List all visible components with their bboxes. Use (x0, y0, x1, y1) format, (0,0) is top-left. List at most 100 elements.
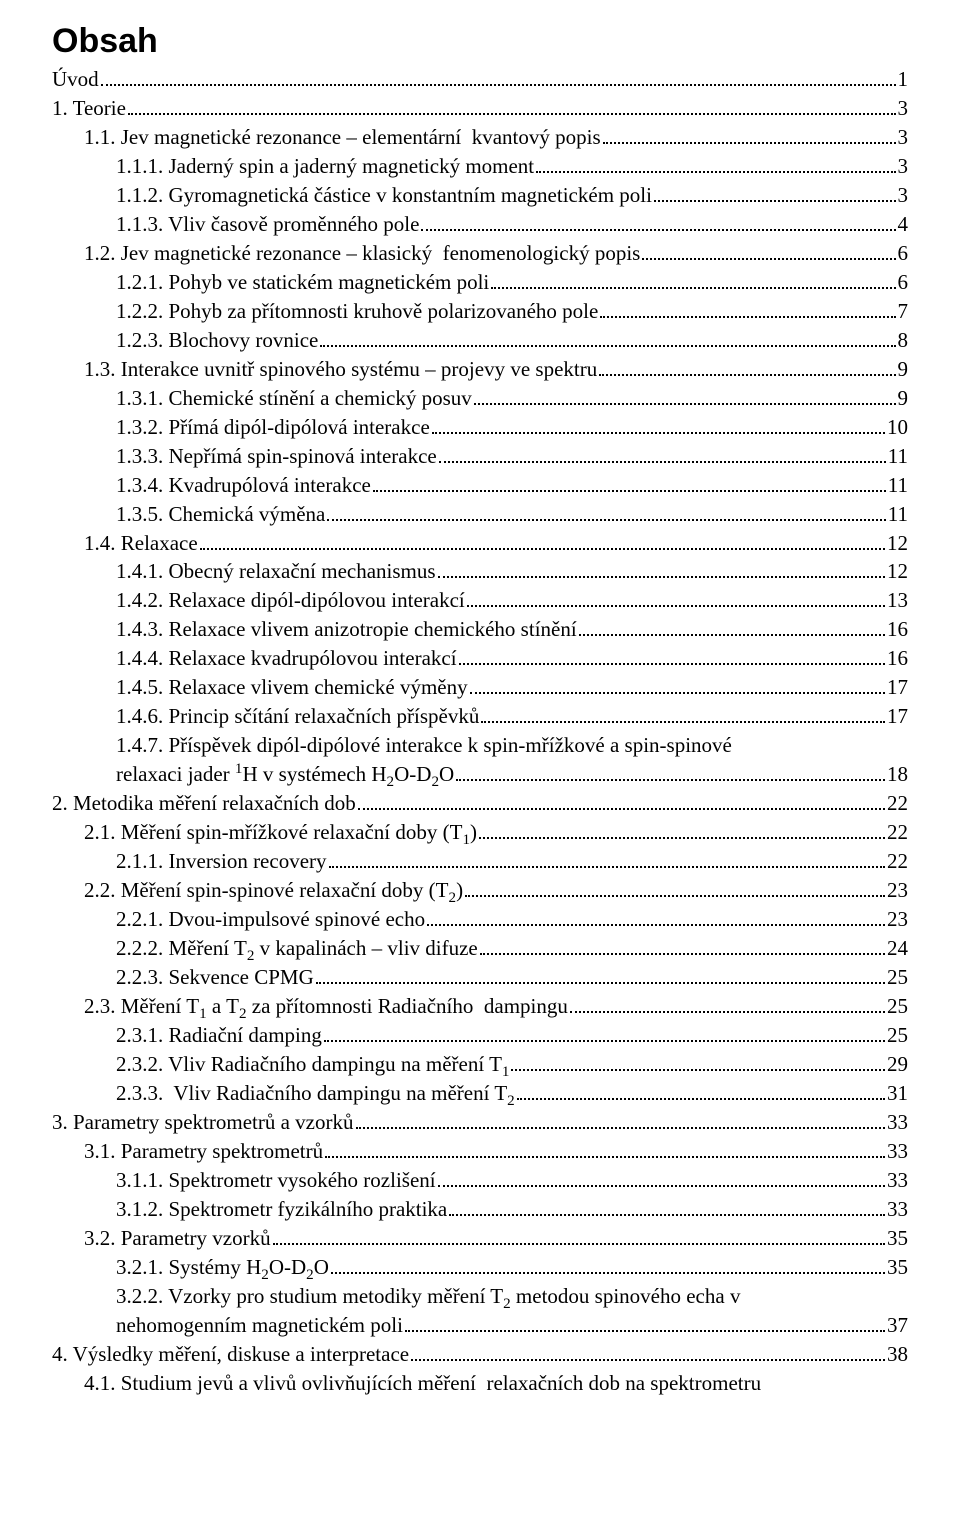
toc-page-number: 38 (887, 1340, 908, 1369)
toc-page-number: 35 (887, 1253, 908, 1282)
toc-page-number: 16 (887, 615, 908, 644)
toc-page-number: 11 (888, 471, 908, 500)
toc-entry: 1.3.5. Chemická výměna11 (52, 500, 908, 529)
toc-leader (411, 1343, 885, 1361)
toc-leader (479, 821, 885, 839)
toc-label: 1.3.1. Chemické stínění a chemický posuv (116, 384, 472, 413)
toc-leader (438, 1169, 885, 1187)
toc-entry: 2.2.1. Dvou-impulsové spinové echo23 (52, 905, 908, 934)
toc-entry: 1.3.4. Kvadrupólová interakce 11 (52, 471, 908, 500)
toc-entry: 1.3.1. Chemické stínění a chemický posuv… (52, 384, 908, 413)
toc-entry: 3.2.2. Vzorky pro studium metodiky měřen… (52, 1282, 908, 1311)
toc-page-number: 17 (887, 673, 908, 702)
table-of-contents: Úvod11. Teorie31.1. Jev magnetické rezon… (52, 65, 908, 1398)
toc-entry: Úvod1 (52, 65, 908, 94)
toc-leader (481, 706, 885, 724)
toc-page-number: 6 (898, 239, 909, 268)
toc-leader (459, 648, 885, 666)
toc-page-number: 22 (887, 789, 908, 818)
toc-label: 2.1.1. Inversion recovery (116, 847, 327, 876)
toc-page-number: 25 (887, 963, 908, 992)
toc-page-number: 22 (887, 818, 908, 847)
toc-label: Úvod (52, 65, 99, 94)
toc-leader (327, 503, 885, 521)
toc-page-number: 11 (888, 500, 908, 529)
toc-label: 1.2.2. Pohyb za přítomnosti kruhově pola… (116, 297, 598, 326)
toc-leader (599, 358, 895, 376)
toc-entry: 1.4.1. Obecný relaxační mechanismus 12 (52, 557, 908, 586)
toc-page-number: 22 (887, 847, 908, 876)
toc-leader (356, 1111, 886, 1129)
page-title: Obsah (52, 22, 908, 61)
toc-entry: 1.3.2. Přímá dipól-dipólová interakce10 (52, 413, 908, 442)
toc-entry: 2. Metodika měření relaxačních dob 22 (52, 789, 908, 818)
toc-page-number: 33 (887, 1166, 908, 1195)
toc-page-number: 4 (898, 210, 909, 239)
toc-leader (480, 937, 885, 955)
toc-label: 1.3.4. Kvadrupólová interakce (116, 471, 371, 500)
toc-page-number: 31 (887, 1079, 908, 1108)
toc-leader (467, 590, 885, 608)
toc-label: 2.2.2. Měření T2 v kapalinách – vliv dif… (116, 934, 478, 963)
toc-entry: 1.4.6. Princip sčítání relaxačních přísp… (52, 702, 908, 731)
toc-label: 2.1. Měření spin-mřížkové relaxační doby… (84, 818, 477, 847)
toc-leader (579, 619, 885, 637)
toc-entry: 1. Teorie3 (52, 94, 908, 123)
toc-page-number: 6 (898, 268, 909, 297)
toc-leader (517, 1082, 885, 1100)
toc-leader (432, 416, 885, 434)
toc-page-number: 11 (888, 442, 908, 471)
toc-label: 1.4.1. Obecný relaxační mechanismus (116, 557, 436, 586)
toc-leader (329, 850, 885, 868)
toc-page-number: 17 (887, 702, 908, 731)
toc-entry: 2.2. Měření spin-spinové relaxační doby … (52, 876, 908, 905)
toc-leader (421, 213, 895, 231)
toc-entry: 2.2.2. Měření T2 v kapalinách – vliv dif… (52, 934, 908, 963)
toc-leader (358, 792, 885, 810)
toc-leader (405, 1314, 885, 1332)
toc-page-number: 3 (898, 152, 909, 181)
toc-entry: 3. Parametry spektrometrů a vzorků33 (52, 1108, 908, 1137)
toc-entry: 2.3.1. Radiační damping25 (52, 1021, 908, 1050)
toc-label: 2.3.2. Vliv Radiačního dampingu na měřen… (116, 1050, 509, 1079)
toc-entry: 4.1. Studium jevů a vlivů ovlivňujících … (52, 1369, 908, 1398)
toc-page-number: 16 (887, 644, 908, 673)
toc-label: 3.1.2. Spektrometr fyzikálního praktika (116, 1195, 447, 1224)
toc-entry: 1.1.3. Vliv časově proměnného pole4 (52, 210, 908, 239)
toc-leader (465, 879, 885, 897)
toc-entry: 1.4.5. Relaxace vlivem chemické výměny17 (52, 673, 908, 702)
toc-label: 1.1. Jev magnetické rezonance – elementá… (84, 123, 601, 152)
toc-page-number: 33 (887, 1195, 908, 1224)
toc-page-number: 3 (898, 94, 909, 123)
toc-entry: 2.1.1. Inversion recovery 22 (52, 847, 908, 876)
toc-entry: 4. Výsledky měření, diskuse a interpreta… (52, 1340, 908, 1369)
toc-page-number: 3 (898, 181, 909, 210)
toc-label: nehomogenním magnetickém poli (116, 1311, 403, 1340)
toc-leader (439, 445, 886, 463)
toc-entry: 2.2.3. Sekvence CPMG25 (52, 963, 908, 992)
toc-label: 1.3.3. Nepřímá spin-spinová interakce (116, 442, 437, 471)
toc-entry: 1.3. Interakce uvnitř spinového systému … (52, 355, 908, 384)
toc-label: 2. Metodika měření relaxačních dob (52, 789, 356, 818)
toc-entry: 3.1. Parametry spektrometrů33 (52, 1137, 908, 1166)
toc-label: 3.2. Parametry vzorků (84, 1224, 271, 1253)
toc-leader (600, 300, 895, 318)
toc-entry: 1.1.2. Gyromagnetická částice v konstant… (52, 181, 908, 210)
toc-entry: 2.3.3. Vliv Radiačního dampingu na měřen… (52, 1079, 908, 1108)
toc-label: 1.4.7. Příspěvek dipól-dipólové interakc… (116, 731, 732, 760)
toc-label: 3. Parametry spektrometrů a vzorků (52, 1108, 354, 1137)
toc-entry: 1.2.3. Blochovy rovnice8 (52, 326, 908, 355)
toc-page-number: 23 (887, 876, 908, 905)
toc-entry: 1.1.1. Jaderný spin a jaderný magnetický… (52, 152, 908, 181)
toc-leader (474, 387, 896, 405)
toc-leader (654, 184, 896, 202)
toc-label: 2.3.3. Vliv Radiačního dampingu na měřen… (116, 1079, 515, 1108)
toc-page-number: 23 (887, 905, 908, 934)
toc-entry: 1.2.2. Pohyb za přítomnosti kruhově pola… (52, 297, 908, 326)
toc-leader (324, 1024, 885, 1042)
toc-leader (373, 474, 886, 492)
toc-entry: 2.3. Měření T1 a T2 za přítomnosti Radia… (52, 992, 908, 1021)
toc-page-number: 12 (887, 557, 908, 586)
toc-label: 1.1.1. Jaderný spin a jaderný magnetický… (116, 152, 534, 181)
toc-label: 3.1.1. Spektrometr vysokého rozlišení (116, 1166, 436, 1195)
